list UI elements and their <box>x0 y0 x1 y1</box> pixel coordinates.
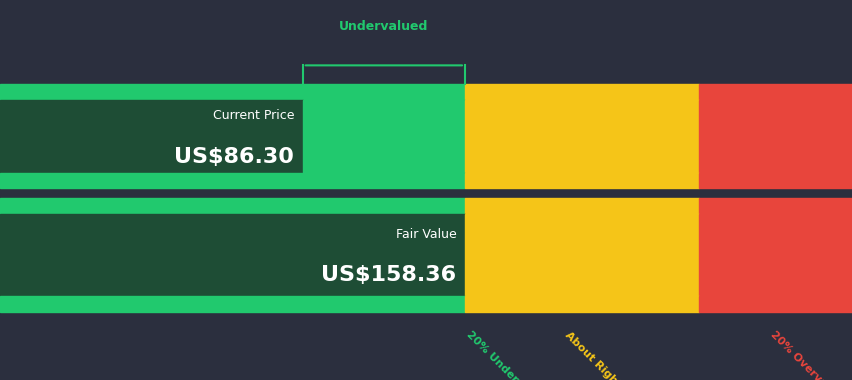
Text: Fair Value: Fair Value <box>395 228 456 241</box>
Bar <box>0 198 464 214</box>
Bar <box>464 198 699 214</box>
Bar <box>0 296 464 312</box>
Bar <box>699 84 852 100</box>
Bar <box>302 100 464 173</box>
Text: US$86.30: US$86.30 <box>174 147 294 166</box>
Bar <box>699 100 852 173</box>
Bar <box>0 84 464 100</box>
Text: About Right: About Right <box>563 330 622 380</box>
Bar <box>699 198 852 214</box>
Bar <box>464 84 699 100</box>
Text: 20% Overvalued: 20% Overvalued <box>768 330 847 380</box>
Text: US$158.36: US$158.36 <box>321 265 456 285</box>
Text: Undervalued: Undervalued <box>339 21 428 33</box>
Bar <box>699 296 852 312</box>
Bar <box>464 173 699 188</box>
Bar <box>464 100 699 173</box>
Bar <box>0 100 302 173</box>
Bar <box>464 296 699 312</box>
Bar <box>0 173 464 188</box>
Bar <box>699 214 852 296</box>
Bar <box>0 214 464 296</box>
Text: Current Price: Current Price <box>212 109 294 122</box>
Text: 20% Undervalued: 20% Undervalued <box>464 330 549 380</box>
Bar <box>464 214 699 296</box>
Bar <box>699 173 852 188</box>
